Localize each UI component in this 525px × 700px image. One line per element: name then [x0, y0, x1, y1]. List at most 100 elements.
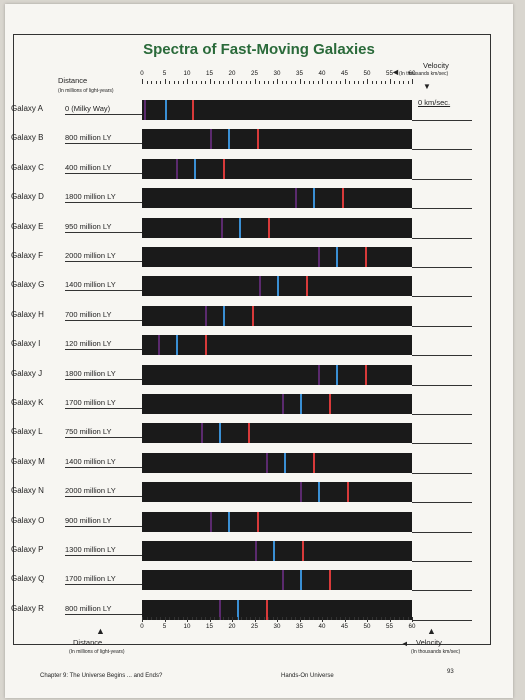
spectral-line-red [342, 188, 345, 209]
spectrum-bar [142, 217, 412, 238]
galaxy-distance: 1700 million LY [65, 574, 143, 586]
scale-tick [178, 81, 179, 84]
scale-tick [191, 81, 193, 84]
answer-line [412, 149, 472, 151]
galaxy-row: Galaxy G 1400 million LY [5, 271, 513, 301]
scale-tick [335, 617, 337, 620]
galaxy-row: Galaxy Q 1700 million LY [5, 565, 513, 595]
scale-tick [317, 617, 319, 620]
scale-tick-label: 35 [296, 70, 303, 77]
scale-tick [164, 79, 166, 84]
scale-tick [376, 617, 377, 620]
galaxy-row: Galaxy E 950 million LY [5, 213, 513, 243]
scale-tick [196, 81, 197, 84]
spectral-line-blue [272, 541, 275, 561]
spectral-line-blue [299, 570, 302, 591]
galaxy-distance: 750 million LY [65, 427, 143, 439]
scale-tick-label: 50 [363, 70, 371, 77]
scale-tick [398, 617, 400, 620]
answer-line [412, 267, 472, 268]
scale-tick-label: 0 [140, 70, 144, 77]
spectral-line-blue [193, 158, 196, 179]
galaxy-row: Galaxy N 2000 million LY [5, 477, 513, 507]
spectrum-bar [142, 599, 412, 620]
answer-line [412, 355, 472, 357]
scale-tick [209, 617, 211, 622]
scale-tick [164, 617, 166, 622]
scale-tick [407, 617, 409, 620]
spectral-line-blue [277, 276, 279, 297]
spectral-line-violet [144, 100, 147, 120]
scale-tick [268, 617, 269, 620]
scale-tick [142, 79, 143, 84]
scale-tick-label: 10 [183, 70, 191, 77]
galaxy-distance: 1700 million LY [65, 398, 143, 409]
spectrum-bar [142, 364, 412, 385]
galaxy-row: Galaxy H 700 million LY [5, 301, 513, 331]
scale-tick [236, 81, 238, 84]
galaxy-row: Galaxy I 120 million LY [5, 330, 513, 360]
answer-line [412, 237, 472, 239]
galaxy-distance: 2000 million LY [65, 251, 143, 262]
distance-footer-unit: (In millions of light-years) [69, 649, 125, 655]
scale-tick [223, 81, 224, 84]
velocity-footer-unit: (In thousands km/sec) [411, 649, 461, 655]
scale-tick-label: 30 [273, 70, 281, 77]
spectral-line-blue [238, 217, 241, 238]
spectral-line-violet [317, 247, 320, 267]
scale-tick [299, 617, 301, 622]
scale-tick [268, 81, 269, 84]
scale-tick [146, 81, 148, 84]
galaxy-distance: 120 million LY [65, 339, 143, 351]
galaxy-distance: 2000 million LY [65, 486, 143, 498]
scale-tick [371, 617, 373, 620]
scale-tick [259, 81, 260, 84]
scale-tick [272, 617, 274, 620]
galaxy-name: Galaxy N [11, 486, 44, 496]
galaxy-name: Galaxy G [11, 280, 45, 290]
spectral-line-red [256, 129, 259, 150]
spectral-line-red [328, 394, 331, 414]
spectral-line-red [268, 217, 270, 238]
answer-line [412, 472, 472, 474]
scale-tick [353, 81, 355, 84]
scale-tick [349, 617, 350, 620]
scale-tick [304, 617, 305, 620]
spectrum-bar [142, 335, 412, 356]
scale-tick [385, 617, 386, 620]
spectrum-bar [142, 394, 412, 414]
scale-tick [308, 617, 310, 620]
scale-tick-label: 55 [386, 623, 393, 630]
spectrum-bar [142, 276, 412, 297]
scale-tick [367, 617, 368, 622]
galaxy-row: Galaxy F 2000 million LY [5, 242, 513, 272]
spectrum-bar [142, 570, 412, 591]
spectral-line-blue [299, 394, 302, 414]
scale-tick [313, 81, 314, 84]
scale-tick [191, 617, 193, 620]
spectral-line-blue [175, 335, 178, 356]
scale-tick-label: 5 [162, 623, 167, 630]
scale-tick [232, 617, 233, 622]
answer-line [412, 531, 472, 533]
galaxy-distance: 1800 million LY [65, 369, 143, 380]
scale-tick [218, 617, 220, 620]
spectrum-bar [142, 158, 412, 179]
spectrum-bar [142, 541, 412, 561]
scale-tick [173, 617, 175, 620]
galaxy-name: Galaxy Q [11, 574, 45, 584]
answer-line [412, 590, 472, 592]
scale-tick [200, 81, 202, 84]
spectral-line-red [313, 452, 315, 473]
scale-tick [241, 617, 242, 620]
scale-tick [389, 617, 391, 622]
scale-tick-label: 45 [341, 70, 348, 77]
spectral-line-red [252, 305, 255, 326]
scale-tick [169, 81, 170, 84]
scale-tick [380, 617, 382, 620]
spectrum-bar [142, 188, 412, 209]
scale-tick [367, 79, 368, 84]
scale-tick [155, 81, 157, 84]
velocity-header-unit: (In thousands km/sec) [399, 71, 449, 77]
arrow-up-icon: ▲ [96, 626, 105, 636]
